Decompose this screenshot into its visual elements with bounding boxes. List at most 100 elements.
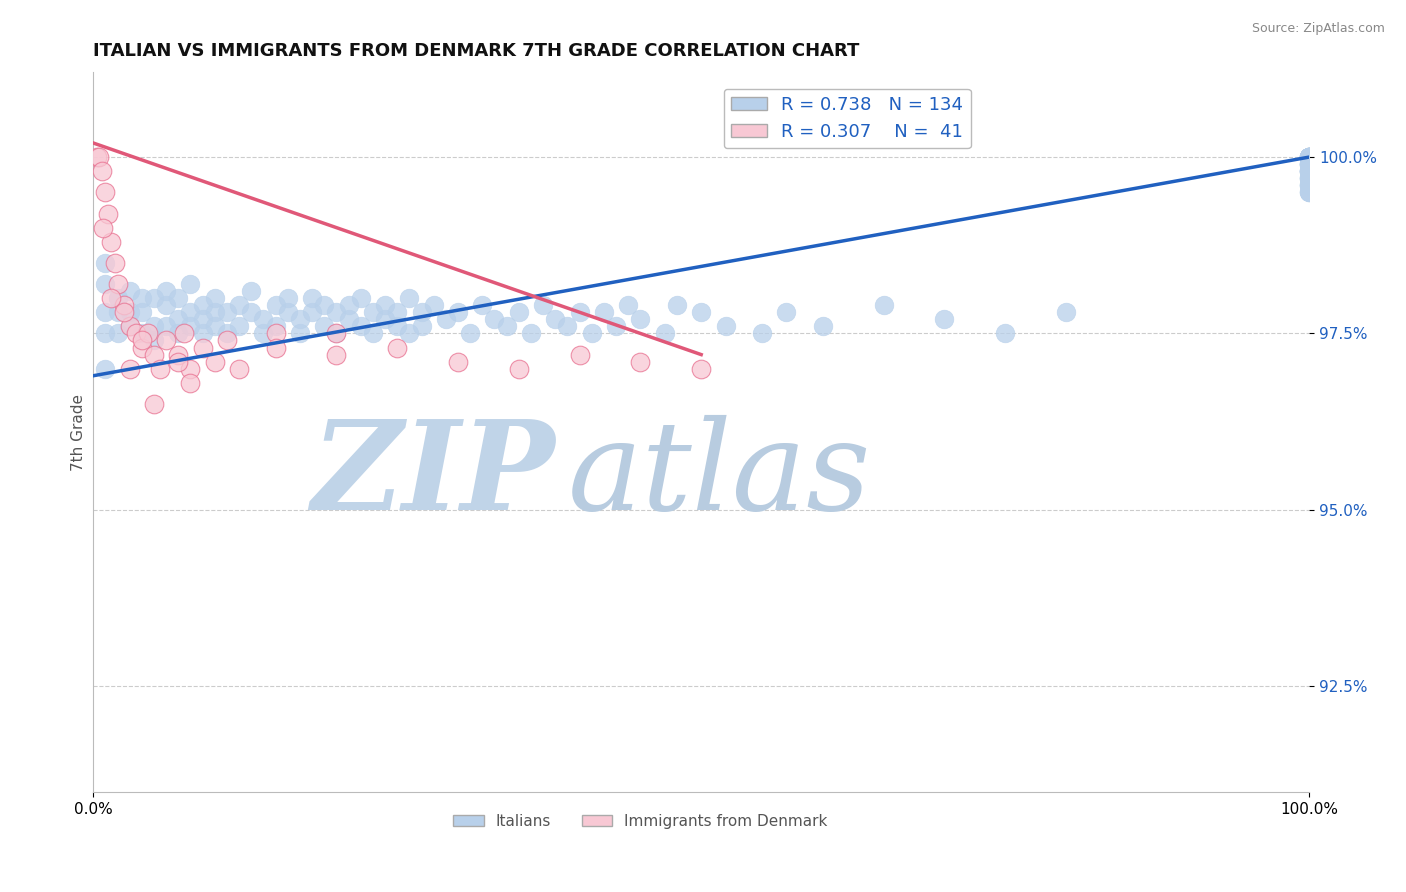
Point <box>557 319 579 334</box>
Text: ZIP: ZIP <box>312 415 555 536</box>
Point <box>167 291 190 305</box>
Point <box>143 397 166 411</box>
Point <box>1298 157 1320 171</box>
Point <box>1298 150 1320 164</box>
Point <box>350 291 373 305</box>
Point <box>155 298 177 312</box>
Point <box>1298 150 1320 164</box>
Point <box>314 319 336 334</box>
Point <box>100 291 122 305</box>
Point <box>228 361 250 376</box>
Point <box>1298 150 1320 164</box>
Point <box>264 319 287 334</box>
Point <box>568 305 591 319</box>
Point <box>131 326 153 341</box>
Point <box>89 150 111 164</box>
Point <box>179 319 201 334</box>
Point <box>411 305 433 319</box>
Point <box>204 291 226 305</box>
Point <box>179 277 201 291</box>
Point <box>112 305 135 319</box>
Point <box>325 348 347 362</box>
Point <box>264 298 287 312</box>
Point <box>1298 178 1320 193</box>
Point <box>143 348 166 362</box>
Point <box>1298 171 1320 186</box>
Point <box>434 312 457 326</box>
Point <box>581 326 603 341</box>
Point <box>191 298 214 312</box>
Legend: Italians, Immigrants from Denmark: Italians, Immigrants from Denmark <box>447 807 834 835</box>
Point <box>228 298 250 312</box>
Point <box>484 312 506 326</box>
Point <box>94 256 117 270</box>
Point <box>593 305 616 319</box>
Point <box>1298 150 1320 164</box>
Point <box>215 305 238 319</box>
Point <box>301 291 323 305</box>
Point <box>1298 150 1320 164</box>
Point <box>131 291 153 305</box>
Point <box>94 305 117 319</box>
Point <box>204 319 226 334</box>
Point <box>173 326 195 341</box>
Point <box>385 341 408 355</box>
Point <box>240 284 263 298</box>
Point <box>1298 178 1320 193</box>
Point <box>107 291 129 305</box>
Point <box>1298 164 1320 178</box>
Point <box>471 298 494 312</box>
Point <box>314 298 336 312</box>
Point <box>252 312 274 326</box>
Point <box>690 305 713 319</box>
Point <box>654 326 676 341</box>
Point <box>1298 150 1320 164</box>
Point <box>325 326 347 341</box>
Point <box>204 305 226 319</box>
Point <box>1298 171 1320 186</box>
Text: ITALIAN VS IMMIGRANTS FROM DENMARK 7TH GRADE CORRELATION CHART: ITALIAN VS IMMIGRANTS FROM DENMARK 7TH G… <box>93 42 859 60</box>
Point <box>374 312 396 326</box>
Point <box>325 305 347 319</box>
Point <box>628 312 651 326</box>
Point <box>90 164 112 178</box>
Point <box>1298 150 1320 164</box>
Point <box>143 334 166 348</box>
Point <box>385 305 408 319</box>
Point <box>288 326 311 341</box>
Y-axis label: 7th Grade: 7th Grade <box>72 393 86 471</box>
Point <box>1298 164 1320 178</box>
Point <box>385 319 408 334</box>
Point <box>458 326 481 341</box>
Point <box>240 305 263 319</box>
Point <box>167 326 190 341</box>
Point <box>264 326 287 341</box>
Point <box>1298 164 1320 178</box>
Point <box>1298 171 1320 186</box>
Point <box>191 341 214 355</box>
Point <box>94 361 117 376</box>
Point <box>1298 150 1320 164</box>
Point <box>811 319 834 334</box>
Point <box>149 361 172 376</box>
Point <box>91 220 114 235</box>
Point <box>155 319 177 334</box>
Text: atlas: atlas <box>568 415 870 536</box>
Point <box>131 341 153 355</box>
Point <box>1298 164 1320 178</box>
Point <box>325 326 347 341</box>
Point <box>531 298 554 312</box>
Point <box>374 298 396 312</box>
Point <box>97 206 120 220</box>
Point <box>495 319 517 334</box>
Point <box>167 348 190 362</box>
Point <box>1298 150 1320 164</box>
Point <box>605 319 627 334</box>
Text: Source: ZipAtlas.com: Source: ZipAtlas.com <box>1251 22 1385 36</box>
Point <box>337 298 360 312</box>
Point <box>136 326 159 341</box>
Point <box>1298 171 1320 186</box>
Point <box>508 361 530 376</box>
Point <box>568 348 591 362</box>
Point <box>337 312 360 326</box>
